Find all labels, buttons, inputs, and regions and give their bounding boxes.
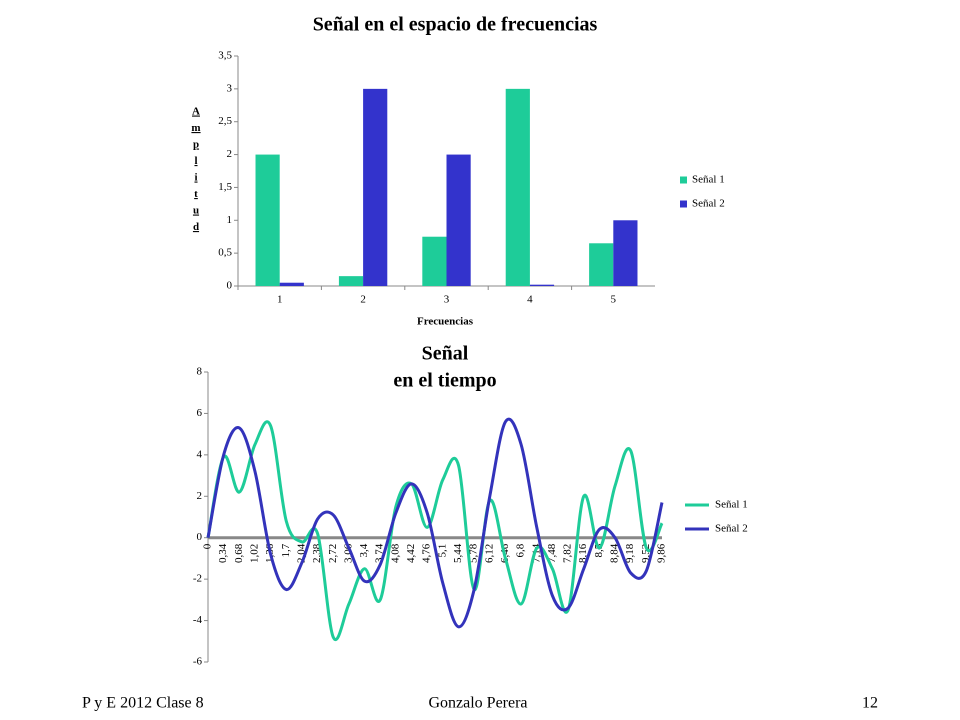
y-tick-label: -4	[193, 614, 203, 626]
x-tick-label: 6,8	[515, 543, 527, 557]
bar	[529, 284, 555, 286]
y-tick-label: -2	[193, 573, 202, 585]
y-axis-label-letter: d	[193, 221, 199, 233]
y-tick-label: 2,5	[218, 115, 232, 127]
bar	[255, 154, 280, 286]
chart-title: en el tiempo	[393, 370, 496, 392]
y-axis-label-letter: p	[193, 139, 199, 151]
x-tick-label: 7,82	[562, 544, 574, 563]
chart-title: Señal en el espacio de frecuencias	[313, 14, 598, 36]
y-tick-label: -6	[193, 656, 203, 668]
y-tick-label: 1	[227, 214, 233, 226]
y-axis-label-letter: m	[191, 122, 200, 134]
bar	[505, 88, 530, 286]
x-tick-label: 0,34	[217, 543, 229, 563]
legend-label: Señal 1	[715, 499, 748, 511]
footer-center: Gonzalo Perera	[428, 695, 527, 712]
bar	[613, 220, 638, 286]
legend-label: Señal 1	[692, 174, 725, 186]
y-tick-label: 4	[197, 448, 203, 460]
x-tick-label: 5	[611, 294, 617, 306]
footer-right: 12	[862, 695, 878, 712]
bar	[446, 154, 471, 286]
y-tick-label: 6	[197, 407, 203, 419]
x-tick-label: 5,78	[468, 543, 480, 563]
bar	[589, 243, 614, 286]
bar	[279, 282, 304, 286]
chart-title: Señal	[422, 343, 469, 365]
y-axis-label-letter: l	[194, 155, 197, 167]
y-axis-label-letter: t	[194, 188, 198, 200]
x-tick-label: 4,08	[389, 543, 401, 563]
legend-swatch	[680, 200, 687, 208]
legend-swatch	[680, 176, 687, 184]
line	[206, 420, 664, 642]
x-tick-label: 6,12	[483, 544, 495, 563]
y-axis-label-letter: u	[193, 205, 199, 217]
y-tick-label: 3,5	[218, 50, 232, 62]
x-axis-label: Frecuencias	[417, 316, 474, 328]
y-tick-label: 0,5	[218, 247, 232, 259]
x-tick-label: 9,86	[656, 543, 668, 563]
bar	[422, 236, 447, 286]
x-tick-label: 1,7	[280, 543, 292, 557]
x-tick-label: 5,44	[452, 543, 464, 563]
x-tick-label: 3	[444, 294, 450, 306]
y-axis-label-letter: i	[194, 172, 197, 184]
x-tick-label: 4,42	[405, 544, 417, 563]
x-tick-label: 0,68	[233, 543, 245, 563]
x-tick-label: 1,02	[248, 544, 260, 563]
y-axis-label-letter: A	[192, 106, 200, 118]
y-tick-label: 0	[197, 531, 203, 543]
x-tick-label: 3,4	[358, 543, 370, 557]
x-tick-label: 8,5	[593, 543, 605, 557]
legend-label: Señal 2	[715, 523, 748, 535]
x-tick-label: 2	[360, 294, 366, 306]
bar	[338, 276, 364, 286]
bar	[363, 88, 388, 286]
y-tick-label: 3	[227, 82, 233, 94]
x-tick-label: 2,72	[327, 544, 339, 563]
footer-left: P y E 2012 Clase 8	[82, 695, 204, 712]
line	[206, 417, 664, 629]
x-tick-label: 4	[527, 294, 533, 306]
y-tick-label: 2	[197, 490, 203, 502]
legend-label: Señal 2	[692, 198, 725, 210]
x-tick-label: 5,1	[436, 544, 448, 558]
x-tick-label: 8,84	[609, 543, 621, 563]
x-tick-label: 9,18	[624, 543, 636, 563]
y-tick-label: 8	[197, 366, 203, 378]
y-tick-label: 1,5	[218, 181, 232, 193]
y-tick-label: 0	[227, 280, 233, 292]
x-tick-label: 0	[202, 543, 214, 549]
x-tick-label: 1	[277, 294, 283, 306]
x-tick-label: 4,76	[421, 543, 433, 563]
y-tick-label: 2	[227, 148, 233, 160]
